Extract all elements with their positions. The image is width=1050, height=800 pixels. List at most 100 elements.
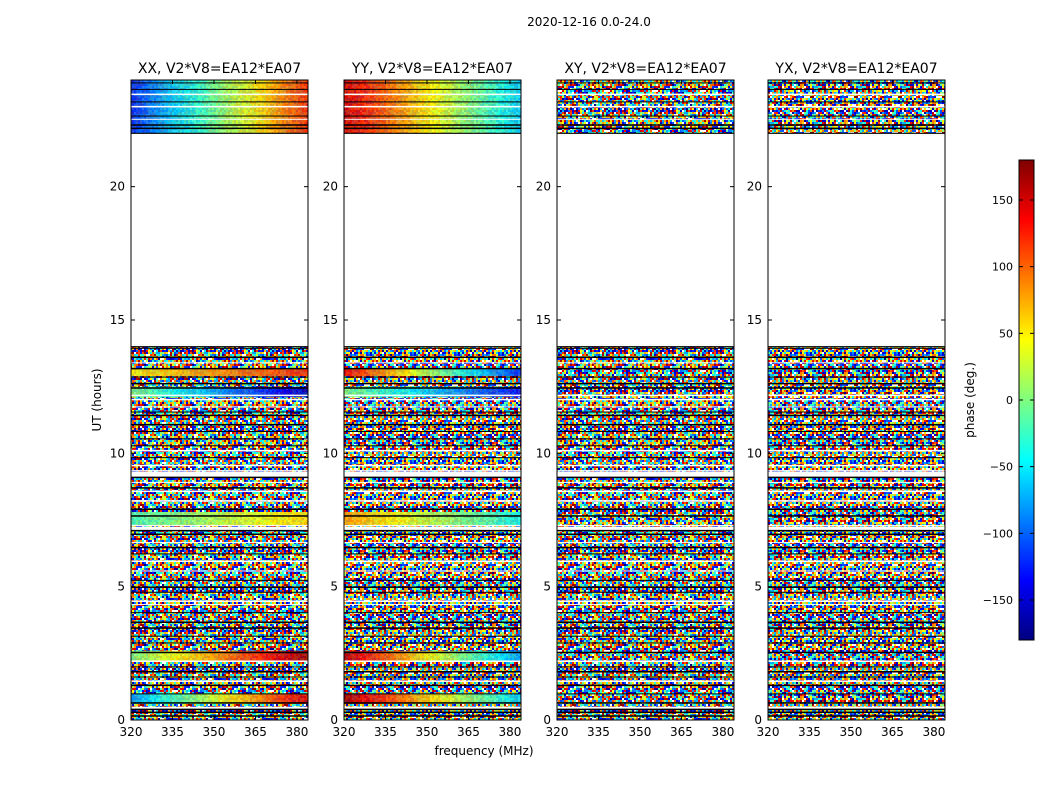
flag-row — [557, 105, 734, 108]
flag-row — [344, 487, 521, 489]
flag-row — [557, 398, 734, 401]
flag-row — [344, 449, 521, 452]
flag-row — [557, 627, 734, 629]
figure-suptitle: 2020-12-16 0.0-24.0 — [527, 15, 651, 29]
flag-row — [768, 715, 945, 717]
flag-row — [131, 347, 308, 349]
flag-row — [344, 414, 521, 417]
x-tick-label: 350 — [629, 725, 652, 739]
flag-row — [131, 715, 308, 717]
coherent-phase-band — [344, 386, 521, 398]
flag-row — [344, 124, 521, 126]
x-tick-label: 350 — [840, 725, 863, 739]
axes-frame — [130, 79, 309, 721]
flag-row — [131, 524, 308, 526]
flag-row — [557, 411, 734, 413]
flag-row — [768, 382, 945, 385]
flag-row — [344, 660, 521, 662]
y-tick-label: 5 — [117, 580, 125, 594]
x-tick-label: 335 — [587, 725, 610, 739]
flag-row — [557, 553, 734, 555]
flag-row — [768, 88, 945, 90]
flag-row — [131, 660, 308, 662]
colorbar-label: phase (deg.) — [963, 362, 977, 438]
flag-row — [557, 423, 734, 426]
x-tick-label: 335 — [161, 725, 184, 739]
x-axis-label: frequency (MHz) — [434, 744, 533, 758]
x-tick-label: 335 — [798, 725, 821, 739]
flag-row — [344, 508, 521, 511]
flag-row — [344, 600, 521, 602]
x-tick-label: 380 — [498, 725, 521, 739]
flagged-time-band — [344, 472, 521, 478]
flag-row — [768, 591, 945, 593]
flag-row — [131, 533, 308, 536]
flag-row — [131, 621, 308, 624]
flag-row — [768, 508, 945, 511]
coherent-phase-band — [344, 650, 521, 662]
flag-row — [768, 464, 945, 467]
y-tick-label: 15 — [323, 313, 338, 327]
flag-row — [768, 118, 945, 120]
flag-row — [768, 671, 945, 673]
flag-row — [344, 411, 521, 413]
flag-row — [344, 382, 521, 385]
flag-row — [768, 387, 945, 389]
flag-row — [131, 362, 308, 364]
colorbar-tick-label: 0 — [1006, 394, 1013, 407]
x-tick-label: 320 — [757, 725, 780, 739]
flag-row — [768, 553, 945, 555]
flag-row — [344, 542, 521, 544]
flag-row — [131, 398, 308, 401]
flag-row — [557, 115, 734, 117]
flag-row — [344, 676, 521, 678]
flag-row — [768, 414, 945, 417]
flag-row — [557, 457, 734, 459]
flag-row — [557, 660, 734, 662]
y-tick-label: 15 — [536, 313, 551, 327]
panel-title: YX, V2*V8=EA12*EA07 — [774, 61, 937, 77]
flag-row — [131, 702, 308, 704]
x-tick-label: 335 — [374, 725, 397, 739]
flag-row — [344, 579, 521, 581]
flag-row — [131, 560, 308, 563]
flag-row — [557, 666, 734, 668]
flag-row — [768, 621, 945, 624]
flag-row — [768, 481, 945, 483]
coherent-phase-band — [131, 693, 308, 704]
panel-4: YX, V2*V8=EA12*EA07 320 335 350 365 380 0 5 10 15… — [747, 61, 946, 739]
flagged-time-band — [557, 526, 734, 531]
flag-row — [768, 411, 945, 413]
flag-row — [344, 115, 521, 117]
panel-2: YY, V2*V8=EA12*EA07 320 335 350 365 380 0 5 10 15… — [323, 61, 522, 739]
x-tick-label: 320 — [546, 725, 569, 739]
flag-row — [344, 438, 521, 440]
flag-row — [131, 671, 308, 673]
phase-noise-region — [768, 346, 945, 720]
flag-row — [344, 524, 521, 526]
flag-row — [557, 470, 734, 472]
x-tick-label: 380 — [285, 725, 308, 739]
colorbar-tick-label: −100 — [983, 527, 1013, 540]
y-tick-label: 5 — [330, 580, 338, 594]
flag-row — [131, 376, 308, 378]
y-tick-label: 15 — [747, 313, 762, 327]
flag-row — [131, 600, 308, 602]
flag-row — [344, 387, 521, 389]
coherent-phase-band — [344, 693, 521, 704]
flag-row — [557, 449, 734, 452]
y-tick-label: 10 — [536, 446, 551, 460]
flag-row — [768, 105, 945, 108]
flag-row — [344, 127, 521, 130]
flag-row — [557, 464, 734, 467]
flagged-time-band — [131, 472, 308, 478]
flag-row — [131, 635, 308, 637]
phase-noise-region — [131, 346, 308, 720]
flag-row — [131, 431, 308, 433]
flagged-time-band — [557, 472, 734, 478]
flag-row — [131, 449, 308, 452]
flag-row — [557, 362, 734, 364]
y-tick-label: 10 — [110, 446, 125, 460]
axes-frame — [556, 79, 735, 721]
